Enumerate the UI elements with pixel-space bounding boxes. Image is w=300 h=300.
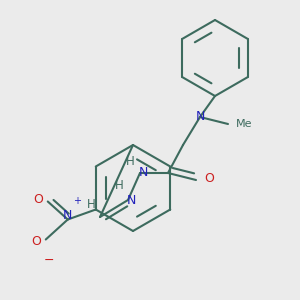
Text: −: −: [44, 254, 54, 266]
Text: H: H: [115, 179, 124, 192]
Text: N: N: [63, 209, 72, 222]
Text: O: O: [204, 172, 214, 184]
Text: H: H: [126, 155, 135, 168]
Text: Me: Me: [236, 119, 253, 129]
Text: O: O: [33, 193, 43, 206]
Text: H: H: [87, 198, 96, 211]
Text: O: O: [31, 235, 41, 248]
Text: N: N: [126, 194, 136, 206]
Text: N: N: [138, 167, 148, 179]
Text: N: N: [195, 110, 205, 124]
Text: +: +: [73, 196, 81, 206]
